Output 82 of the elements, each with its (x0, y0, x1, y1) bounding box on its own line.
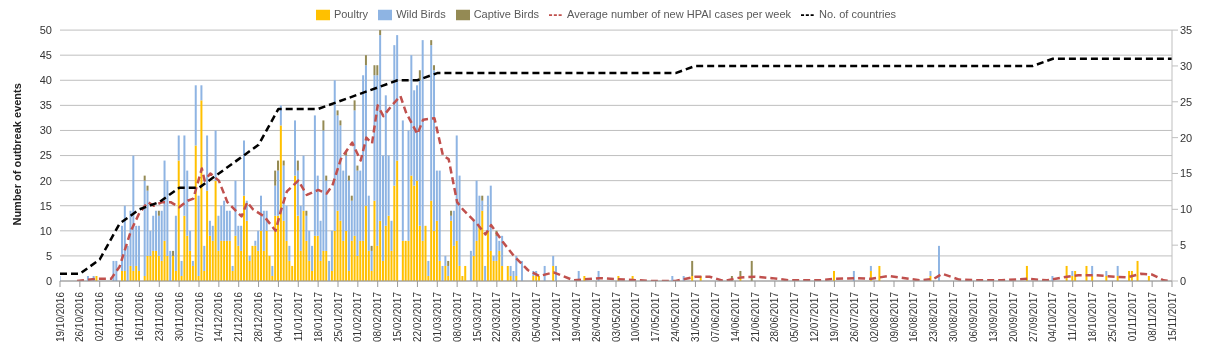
x-tick-label: 30/11/2016 (173, 291, 185, 342)
y2-tick-label: 25 (1180, 95, 1193, 108)
x-tick-label: 21/06/2017 (749, 291, 761, 343)
x-tick-label: 11/10/2017 (1067, 291, 1079, 342)
x-tick-label: 15/03/2017 (471, 291, 483, 343)
x-tick-label: 02/08/2017 (868, 291, 880, 343)
y-axis-title: Number of outbreak events (10, 83, 23, 226)
x-tick-label: 31/05/2017 (689, 291, 701, 343)
x-tick-label: 09/08/2017 (888, 291, 900, 343)
x-tick-label: 24/05/2017 (670, 291, 682, 343)
y-tick-label: 5 (45, 249, 52, 262)
x-tick-label: 16/08/2017 (908, 291, 920, 343)
x-tick-label: 12/07/2017 (809, 291, 821, 343)
x-tick-label: 02/11/2016 (94, 291, 106, 342)
y2-tick-label: 10 (1180, 203, 1193, 216)
x-tick-label: 04/01/2017 (272, 291, 284, 343)
x-tick-label: 26/07/2017 (848, 291, 860, 343)
x-tick-label: 23/08/2017 (928, 291, 940, 343)
x-tick-label: 20/09/2017 (1007, 291, 1019, 343)
y2-tick-label: 30 (1180, 59, 1193, 72)
x-tick-label: 05/04/2017 (531, 291, 543, 343)
x-tick-label: 22/03/2017 (491, 291, 503, 343)
x-tick-label: 19/10/2016 (54, 291, 66, 343)
legend-label: Captive Birds (473, 8, 540, 20)
x-tick-label: 28/12/2016 (253, 291, 265, 343)
x-tick-label: 22/02/2017 (411, 291, 423, 343)
x-tick-label: 26/10/2016 (74, 291, 86, 343)
y-tick-label: 30 (39, 124, 52, 137)
x-tick-label: 07/12/2016 (193, 291, 205, 343)
x-tick-label: 12/04/2017 (550, 291, 562, 343)
x-tick-label: 29/03/2017 (511, 291, 523, 343)
x-tick-label: 01/11/2017 (1126, 291, 1138, 342)
x-tick-label: 23/11/2016 (153, 291, 165, 342)
x-tick-label: 15/11/2017 (1166, 291, 1178, 342)
x-tick-label: 18/10/2017 (1087, 291, 1099, 343)
x-tick-label: 16/11/2016 (133, 291, 145, 342)
y2-tick-label: 15 (1180, 167, 1193, 180)
x-tick-label: 30/08/2017 (948, 291, 960, 343)
x-tick-label: 01/02/2017 (352, 291, 364, 343)
x-tick-label: 19/07/2017 (828, 291, 840, 343)
y2-tick-label: 20 (1180, 131, 1193, 144)
legend-label: Average number of new HPAI cases per week (567, 8, 792, 20)
legend-label: Poultry (333, 8, 369, 20)
x-tick-label: 09/11/2016 (114, 291, 126, 342)
x-tick-label: 10/05/2017 (630, 291, 642, 343)
x-tick-label: 15/02/2017 (392, 291, 404, 343)
y-tick-label: 25 (39, 149, 52, 162)
y-tick-label: 0 (45, 274, 52, 287)
x-tick-label: 08/11/2017 (1146, 291, 1158, 342)
y2-tick-label: 5 (1180, 239, 1187, 252)
x-tick-label: 01/03/2017 (431, 291, 443, 343)
x-tick-label: 25/10/2017 (1106, 291, 1118, 343)
legend-label: Wild Birds (396, 8, 446, 20)
x-tick-label: 13/09/2017 (987, 291, 999, 343)
y-tick-label: 50 (39, 24, 52, 36)
legend-label: No. of countries (819, 8, 897, 20)
y2-tick-label: 35 (1180, 24, 1193, 36)
y-tick-label: 20 (39, 174, 52, 187)
x-tick-label: 04/10/2017 (1047, 291, 1059, 343)
x-tick-label: 03/05/2017 (610, 291, 622, 343)
x-tick-label: 11/01/2017 (292, 291, 304, 342)
x-tick-label: 26/04/2017 (590, 291, 602, 343)
x-tick-label: 28/06/2017 (769, 291, 781, 343)
x-tick-label: 06/09/2017 (967, 291, 979, 343)
y-tick-label: 40 (39, 74, 52, 87)
x-tick-label: 07/06/2017 (709, 291, 721, 343)
x-tick-label: 08/02/2017 (372, 291, 384, 343)
y2-tick-label: 0 (1180, 274, 1187, 287)
x-tick-label: 14/06/2017 (729, 291, 741, 343)
x-tick-label: 21/12/2016 (233, 291, 245, 343)
x-tick-label: 25/01/2017 (332, 291, 344, 343)
x-tick-label: 08/03/2017 (451, 291, 463, 343)
x-tick-label: 18/01/2017 (312, 291, 324, 343)
y-tick-label: 10 (39, 224, 52, 237)
x-tick-label: 05/07/2017 (789, 291, 801, 343)
x-tick-label: 14/12/2016 (213, 291, 225, 343)
y-tick-label: 15 (39, 199, 52, 212)
x-tick-label: 27/09/2017 (1027, 291, 1039, 343)
x-tick-label: 17/05/2017 (650, 291, 662, 343)
y-tick-label: 35 (39, 99, 52, 112)
x-tick-label: 19/04/2017 (570, 291, 582, 343)
y-tick-label: 45 (39, 49, 52, 62)
